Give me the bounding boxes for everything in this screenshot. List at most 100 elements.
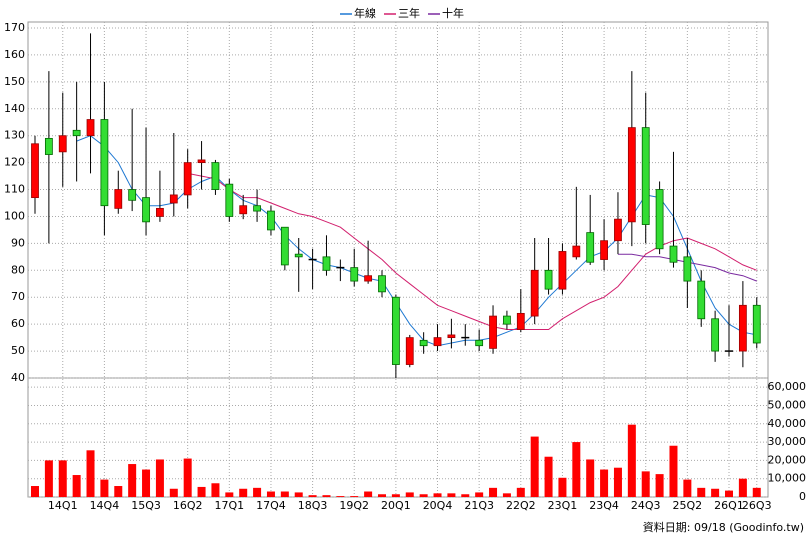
y-tick-label: 140	[4, 102, 25, 115]
volume-bar	[336, 496, 345, 497]
candle-body	[225, 183, 234, 217]
volume-bar	[586, 459, 595, 497]
legend-label: 三年	[398, 6, 420, 20]
candle-body	[405, 337, 414, 365]
volume-bar	[239, 488, 248, 497]
volume-bar	[266, 491, 275, 497]
candle-body	[253, 205, 261, 212]
x-tick-label: 23Q1	[548, 499, 578, 512]
y2-tick-label: 40,000	[768, 417, 807, 430]
candle-body	[44, 137, 53, 155]
volume-bar	[86, 450, 95, 497]
volume-bar	[364, 491, 373, 497]
candle-body	[72, 129, 81, 137]
volume-bar	[100, 479, 109, 497]
volume-bar	[572, 442, 581, 497]
volume-bar	[600, 469, 609, 497]
plot-frame	[27, 21, 769, 498]
volume-bar	[502, 493, 511, 497]
x-tick-label: 25Q2	[673, 499, 703, 512]
x-tick-label: 24Q3	[631, 499, 661, 512]
candle-body	[614, 218, 622, 242]
volume-bar	[253, 487, 262, 497]
x-tick-label: 21Q3	[464, 499, 494, 512]
volume-bar	[558, 477, 567, 497]
candle-body	[572, 245, 581, 258]
y-tick-label: 110	[4, 183, 25, 196]
volume-bar	[697, 487, 706, 497]
candle-body	[294, 253, 303, 258]
volume-bar	[155, 459, 164, 497]
candle-body	[503, 315, 511, 325]
candle-body	[211, 162, 220, 190]
volume-bar	[142, 469, 151, 497]
volume-bar	[447, 493, 456, 497]
candle-body	[128, 189, 137, 201]
candle-body	[267, 210, 275, 231]
y-tick-label: 70	[11, 290, 25, 303]
candle-body	[627, 127, 636, 223]
volume-bar	[725, 490, 733, 497]
candle-body	[86, 119, 95, 137]
volume-bar	[405, 492, 414, 497]
candle-body	[142, 197, 150, 223]
volume-bar	[683, 479, 692, 497]
volume-bar	[419, 494, 428, 497]
volume-bar	[183, 458, 192, 497]
candle-body	[169, 194, 178, 204]
y-tick-label: 150	[4, 75, 25, 88]
volume-bar	[738, 478, 747, 497]
x-tick-label: 17Q1	[214, 499, 244, 512]
volume-bar	[350, 496, 359, 497]
candle-body	[669, 245, 678, 263]
volume-bar	[58, 460, 67, 497]
x-tick-label: 18Q3	[298, 499, 328, 512]
y-tick-label: 40	[11, 371, 25, 384]
volume-bar	[308, 495, 317, 497]
volume-bar	[31, 486, 39, 497]
volume-bar	[627, 424, 636, 497]
y-tick-label: 100	[4, 209, 25, 222]
volume-bar	[475, 492, 484, 497]
candle-body	[280, 226, 289, 266]
volume-bar	[641, 471, 650, 497]
candle-body	[544, 269, 553, 290]
volume-bar	[211, 483, 220, 497]
candle-body	[364, 275, 373, 282]
candle-body	[58, 135, 67, 153]
volume-bar	[530, 436, 539, 497]
candle-body	[711, 318, 720, 352]
candle-body	[433, 337, 442, 347]
y-tick-label: 50	[11, 344, 25, 357]
x-tick-label: 17Q4	[256, 499, 286, 512]
volume-bar	[613, 467, 622, 497]
legend-label: 年線	[354, 6, 376, 20]
volume-bar	[197, 486, 206, 497]
x-tick-label: 22Q2	[506, 499, 536, 512]
y2-tick-label: 20,000	[768, 453, 807, 466]
volume-bar	[489, 487, 498, 497]
y2-tick-label: 60,000	[768, 380, 807, 393]
candle-body	[31, 143, 39, 199]
y-tick-label: 90	[11, 236, 25, 249]
candle-body	[239, 205, 248, 215]
x-tick-label: 26Q3	[742, 499, 772, 512]
volume-bar	[752, 487, 761, 497]
y-tick-label: 160	[4, 48, 25, 61]
candle-body	[447, 334, 456, 339]
volume-bar	[169, 488, 178, 497]
y2-tick-label: 30,000	[768, 435, 807, 448]
candle-body	[697, 280, 706, 320]
candle-body	[197, 159, 206, 164]
volume-bar	[128, 464, 137, 497]
volume-bar	[294, 492, 303, 497]
volume-bar	[433, 493, 442, 497]
volume-bar	[322, 495, 331, 497]
x-tick-label: 14Q4	[90, 499, 120, 512]
candle-body	[738, 304, 747, 352]
x-tick-label: 20Q1	[381, 499, 411, 512]
volume-bar	[669, 445, 678, 497]
volume-bar	[114, 486, 123, 497]
x-tick-label: 14Q1	[48, 499, 78, 512]
volume-bar	[544, 456, 553, 497]
